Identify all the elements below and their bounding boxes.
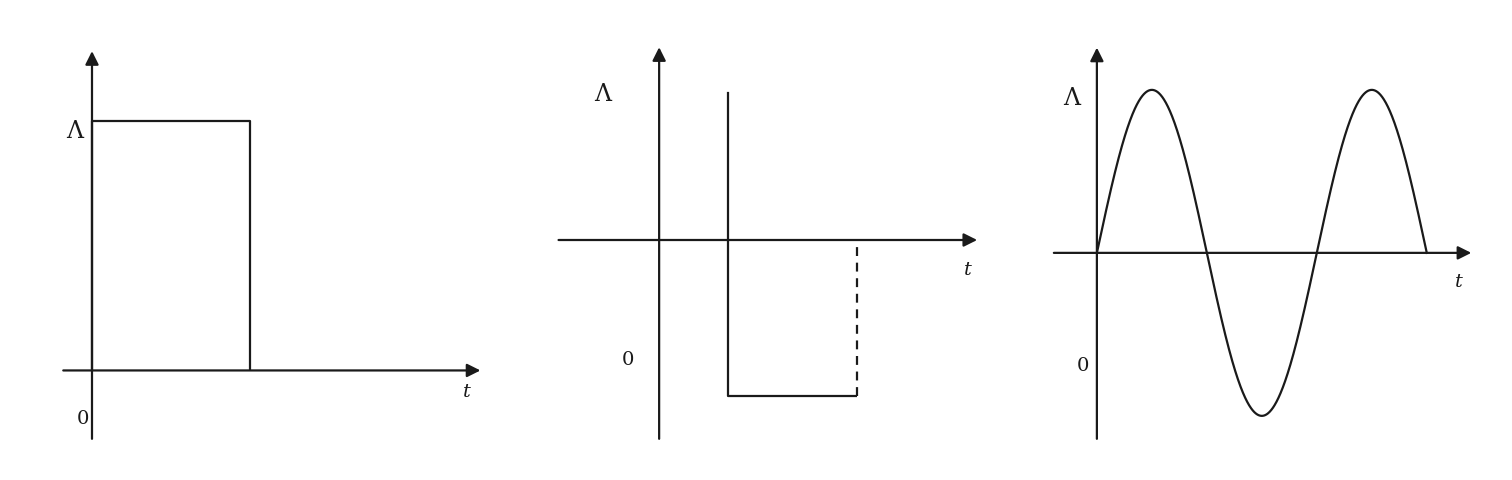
- Text: Λ: Λ: [1063, 87, 1080, 110]
- Text: Λ: Λ: [594, 84, 611, 107]
- Text: Λ: Λ: [67, 120, 83, 143]
- Text: t: t: [463, 383, 472, 400]
- Text: 0: 0: [621, 351, 635, 369]
- Text: t: t: [1455, 273, 1462, 291]
- Text: t: t: [963, 261, 971, 279]
- Text: 0: 0: [1077, 357, 1089, 375]
- Text: 0: 0: [76, 409, 89, 428]
